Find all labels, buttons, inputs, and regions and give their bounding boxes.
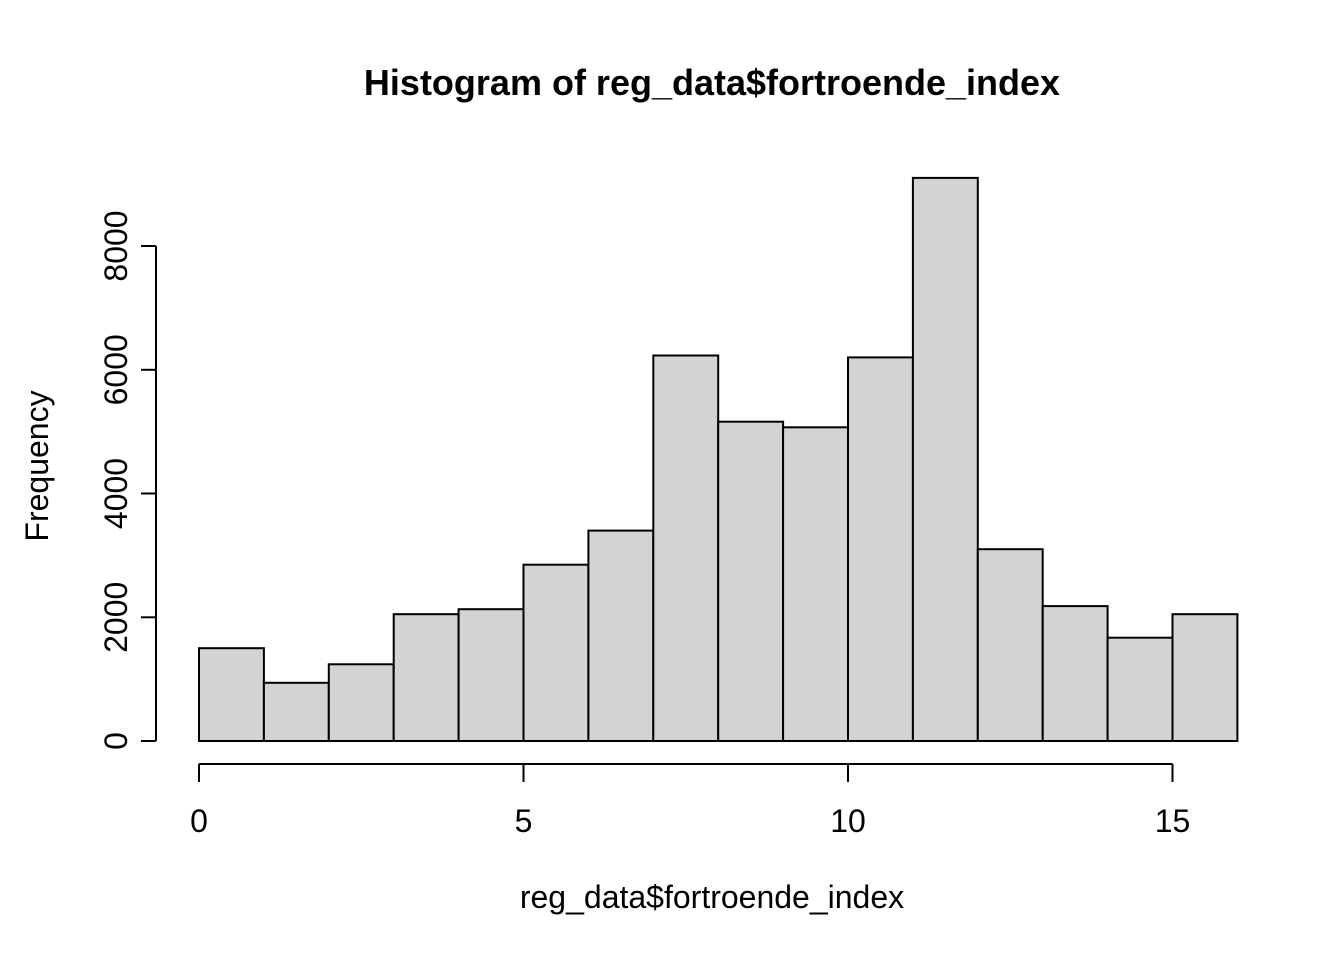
histogram-bar [1041, 605, 1109, 742]
histogram-bar [198, 647, 265, 743]
chart-title: Histogram of reg_data$fortroende_index [364, 62, 1060, 103]
histogram-bar [976, 548, 1044, 743]
y-tick-label: 8000 [98, 210, 134, 281]
y-axis-label: Frequency [19, 390, 55, 541]
bars-group [198, 176, 1239, 743]
x-tick-label: 10 [830, 803, 866, 839]
histogram-bar [392, 613, 460, 743]
histogram-bar [717, 420, 785, 742]
histogram-bar [262, 681, 330, 742]
histogram-bar [522, 563, 590, 743]
x-tick-label: 15 [1155, 803, 1191, 839]
x-axis-label: reg_data$fortroende_index [520, 879, 904, 915]
x-tick-label: 5 [515, 803, 533, 839]
x-tick-label: 0 [190, 803, 208, 839]
y-axis: 0 2000 4000 6000 8000 [98, 210, 157, 750]
histogram-bar [782, 426, 849, 742]
x-axis: 0 5 10 15 [190, 763, 1191, 839]
histogram-bar [652, 354, 720, 742]
histogram-bar [847, 356, 914, 742]
histogram-bar [587, 529, 655, 742]
y-tick-label: 0 [98, 732, 134, 750]
histogram-bar [911, 176, 979, 742]
y-tick-label: 2000 [98, 582, 134, 653]
y-tick-label: 4000 [98, 458, 134, 529]
histogram-bar [1106, 636, 1174, 743]
histogram-bar [327, 663, 395, 742]
histogram-bar [457, 608, 525, 743]
y-tick-label: 6000 [98, 334, 134, 405]
histogram-bar [1171, 613, 1239, 743]
